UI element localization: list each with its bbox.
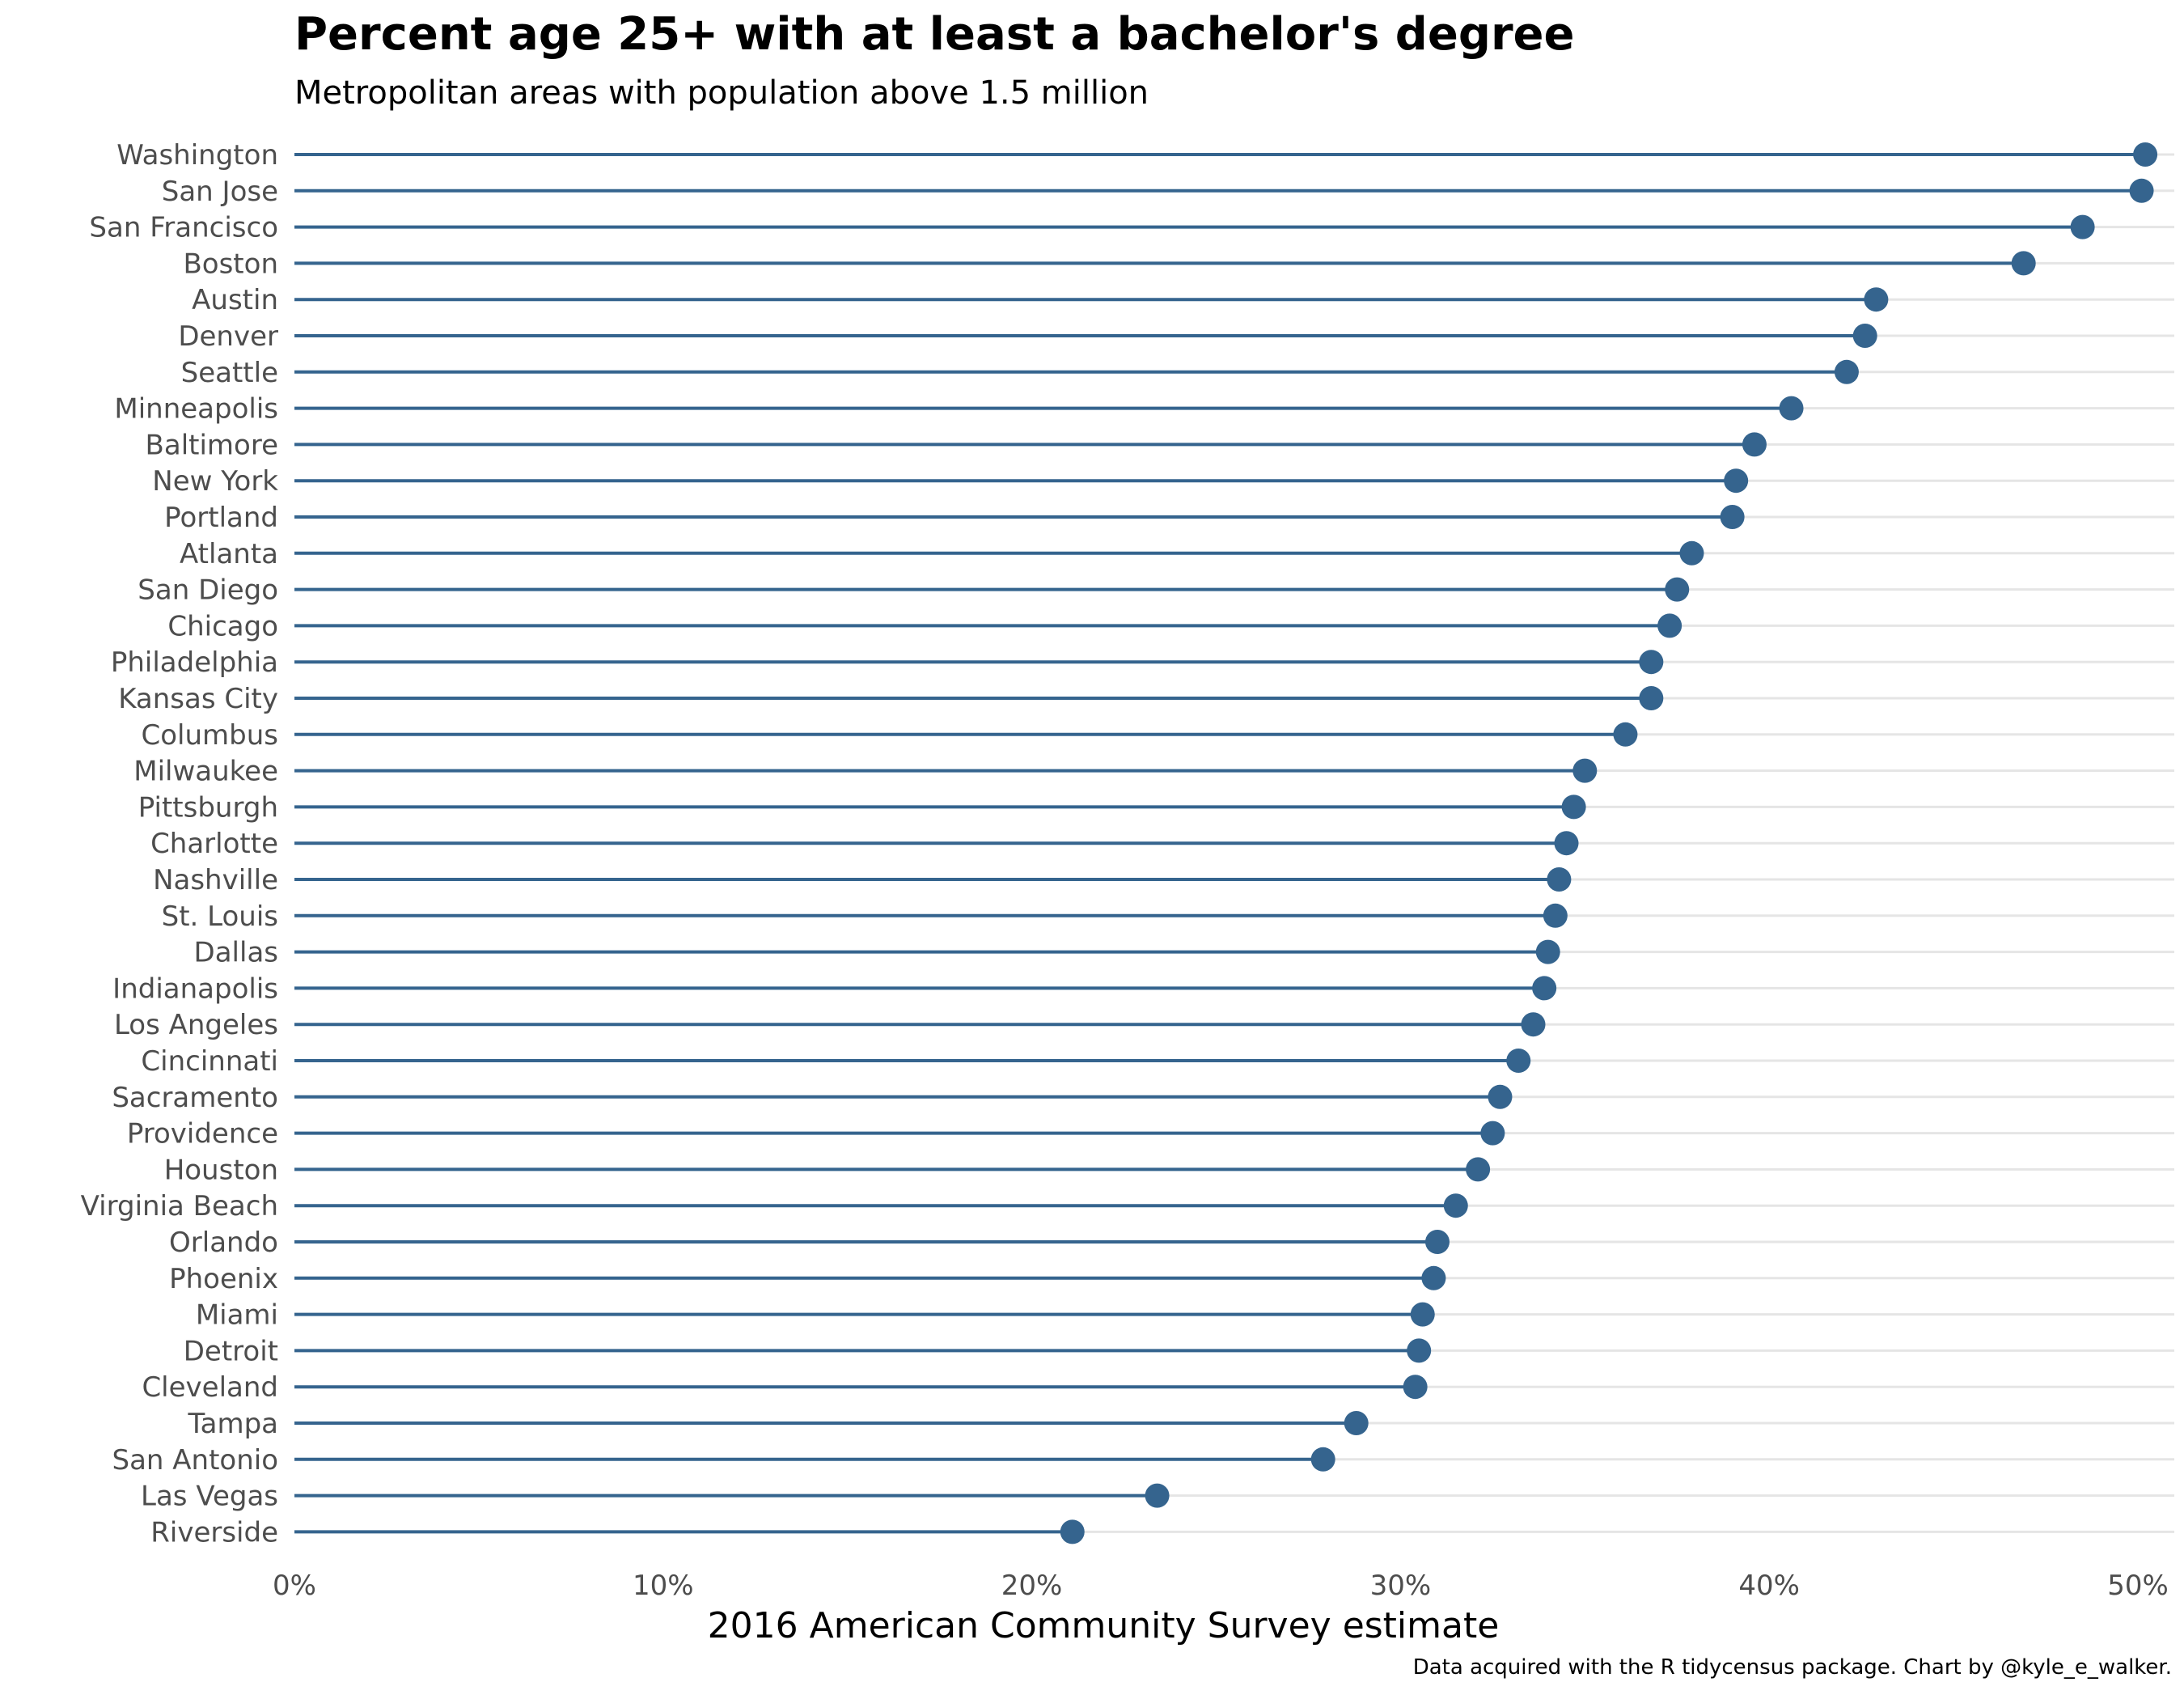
category-label: Philadelphia <box>111 646 278 679</box>
data-point <box>1403 1375 1428 1400</box>
category-label: Indianapolis <box>112 972 278 1005</box>
data-point <box>1344 1411 1369 1435</box>
category-label: Virginia Beach <box>81 1190 278 1222</box>
x-tick-labels: 0% 10% 20% 30% 40% 50% <box>273 1570 2169 1602</box>
data-point <box>1720 505 1745 529</box>
category-label: Denver <box>178 320 278 353</box>
data-point <box>1543 903 1568 928</box>
data-point <box>1410 1302 1435 1327</box>
data-point <box>1480 1121 1505 1146</box>
category-label: Miami <box>196 1299 278 1332</box>
category-label: Baltimore <box>146 429 278 461</box>
category-label: Tampa <box>187 1408 278 1440</box>
data-point <box>2070 214 2095 239</box>
category-label: Houston <box>164 1154 278 1186</box>
data-point <box>1742 432 1767 457</box>
data-point <box>1639 650 1664 675</box>
category-label: Pittsburgh <box>138 791 278 824</box>
category-label: Riverside <box>150 1516 278 1549</box>
data-point <box>1834 359 1859 384</box>
x-tick-label: 10% <box>633 1570 694 1602</box>
lollipop-points <box>1060 142 2158 1544</box>
category-label: Chicago <box>167 610 278 642</box>
category-label: Columbus <box>141 719 278 752</box>
category-label: Los Angeles <box>114 1009 278 1041</box>
data-point <box>1521 1012 1546 1037</box>
category-label: Kansas City <box>118 683 278 715</box>
x-tick-label: 50% <box>2107 1570 2169 1602</box>
data-point <box>1852 324 1877 348</box>
data-point <box>1679 540 1704 566</box>
category-label: Providence <box>127 1118 278 1150</box>
data-point <box>2129 178 2154 203</box>
data-point <box>1779 396 1804 421</box>
category-label: San Antonio <box>112 1444 278 1477</box>
chart-caption: Data acquired with the R tidycensus pack… <box>1412 1655 2172 1680</box>
category-label: Charlotte <box>150 828 278 860</box>
category-label: Milwaukee <box>133 756 278 788</box>
category-label: Phoenix <box>169 1263 278 1295</box>
data-point <box>1407 1338 1432 1363</box>
data-point <box>1665 577 1690 602</box>
x-tick-label: 40% <box>1738 1570 1800 1602</box>
category-label: Sacramento <box>112 1082 278 1114</box>
data-point <box>1421 1265 1446 1290</box>
data-point <box>1488 1084 1513 1109</box>
data-point <box>1466 1157 1491 1182</box>
data-point <box>1310 1447 1335 1472</box>
data-point <box>1613 722 1638 747</box>
data-point <box>1145 1483 1170 1508</box>
data-point <box>1532 976 1557 1001</box>
chart-title: Percent age 25+ with at least a bachelor… <box>294 8 1575 61</box>
data-point <box>1506 1049 1531 1073</box>
data-point <box>1561 794 1586 820</box>
data-point <box>1060 1519 1085 1544</box>
category-labels: Washington San Jose San Francisco Boston Aus… <box>81 139 279 1549</box>
x-axis-title: 2016 American Community Survey estimate <box>708 1605 1500 1646</box>
category-label: Washington <box>116 139 278 172</box>
lollipop-stems <box>294 153 2146 1534</box>
data-point <box>1724 468 1749 494</box>
x-tick-label: 0% <box>273 1570 316 1602</box>
data-point <box>2011 251 2036 276</box>
category-label: San Francisco <box>89 212 278 244</box>
data-point <box>1443 1193 1468 1218</box>
data-point <box>1424 1230 1450 1254</box>
category-label: San Diego <box>138 574 278 607</box>
category-label: Las Vegas <box>141 1481 278 1513</box>
category-label: Boston <box>183 248 278 280</box>
data-point <box>1535 939 1560 964</box>
x-tick-label: 30% <box>1370 1570 1432 1602</box>
data-point <box>1554 831 1579 856</box>
data-point <box>1864 287 1889 312</box>
x-tick-label: 20% <box>1001 1570 1063 1602</box>
category-label: Austin <box>192 284 278 316</box>
category-label: Atlanta <box>180 538 278 570</box>
data-point <box>1572 758 1598 783</box>
category-label: San Jose <box>162 176 278 208</box>
category-label: Orlando <box>169 1227 278 1259</box>
category-label: Seattle <box>181 357 278 389</box>
category-label: Cincinnati <box>141 1045 278 1078</box>
data-point <box>1547 867 1572 892</box>
data-point <box>2133 142 2158 167</box>
category-label: Dallas <box>194 937 278 969</box>
category-label: St. Louis <box>162 900 278 933</box>
data-point <box>1657 613 1682 638</box>
category-label: Portland <box>164 502 278 534</box>
category-label: Nashville <box>153 864 278 896</box>
category-label: New York <box>152 465 278 498</box>
category-label: Minneapolis <box>114 393 278 426</box>
chart-subtitle: Metropolitan areas with population above… <box>294 74 1149 112</box>
category-label: Detroit <box>184 1335 278 1367</box>
category-label: Cleveland <box>142 1371 278 1404</box>
data-point <box>1639 686 1664 710</box>
